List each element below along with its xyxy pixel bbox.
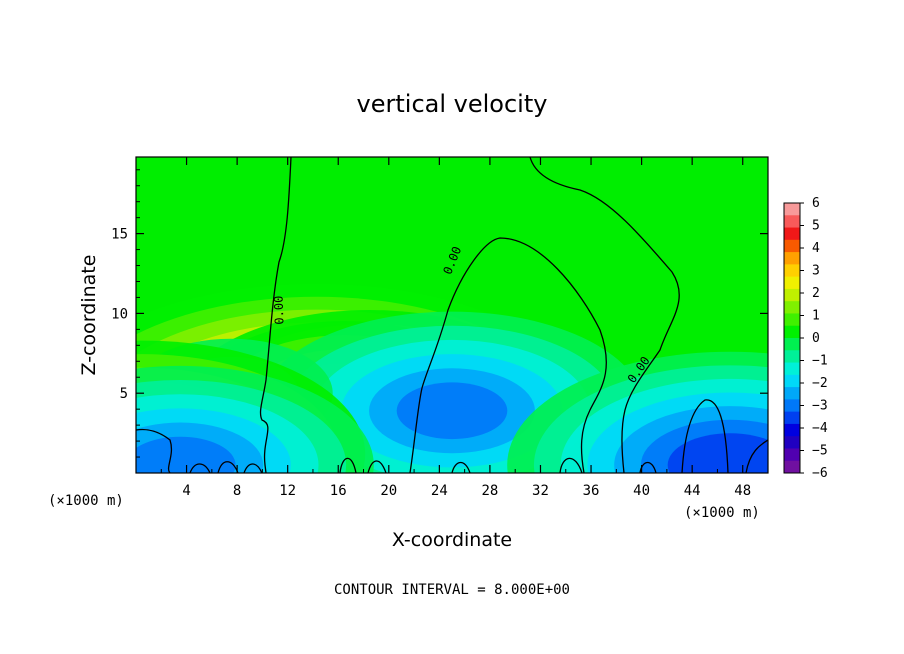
x-axis-label: X-coordinate	[392, 529, 512, 551]
x-axis: 4 8 12 16 20 24 28 32 36 40 44 48	[160, 157, 751, 499]
colorbar-swatch	[784, 203, 800, 216]
colorbar: 6 5 4 3 2 1 0 −1 −2 −3 −4 −5 −6	[783, 196, 828, 481]
colorbar-swatch	[784, 338, 800, 351]
colorbar-swatch	[784, 460, 800, 474]
x-tick-label: 20	[380, 483, 397, 499]
colorbar-tick-label: −5	[812, 444, 828, 459]
y-axis: 5 10 15	[111, 169, 768, 458]
x-tick-label: 32	[532, 483, 549, 499]
chart-title: vertical velocity	[357, 90, 548, 118]
x-tick-label: 16	[330, 483, 347, 499]
x-unit-right: (×1000 m)	[684, 505, 760, 521]
y-tick-label: 15	[111, 227, 128, 243]
colorbar-swatch	[784, 387, 800, 400]
field-feature	[507, 351, 768, 473]
colorbar-swatch	[784, 374, 800, 388]
x-tick-label: 28	[481, 483, 498, 499]
colorbar-tick-label: 3	[812, 264, 820, 279]
contour-label: 0.00	[272, 295, 287, 324]
colorbar-swatch	[784, 215, 800, 229]
field-level	[396, 382, 508, 440]
colorbar-swatch	[784, 436, 800, 449]
colorbar-tick-label: 4	[812, 241, 820, 256]
x-tick-label: 24	[431, 483, 448, 499]
colorbar-swatch	[784, 276, 800, 290]
field-level	[136, 436, 236, 473]
colorbar-swatch	[784, 288, 800, 302]
contour-line	[529, 157, 680, 473]
colorbar-tick-label: −6	[812, 466, 828, 481]
contour-line	[559, 439, 768, 473]
heatmap-field: 0.00 0.00 0.00	[136, 157, 768, 473]
colorbar-swatch	[784, 227, 800, 241]
y-tick-label: 10	[111, 306, 128, 322]
contour-line	[409, 237, 607, 473]
colorbar-swatch	[784, 350, 800, 364]
heatmap-features	[136, 283, 768, 473]
colorbar-swatch	[784, 362, 800, 376]
contour-interval: CONTOUR INTERVAL = 8.000E+00	[334, 582, 570, 598]
colorbar-swatch	[784, 264, 800, 278]
colorbar-swatch	[784, 313, 800, 327]
contour-line	[681, 399, 729, 473]
x-tick-label: 36	[583, 483, 600, 499]
contour-line	[339, 457, 471, 473]
y-tick-label: 5	[120, 386, 128, 402]
x-tick-label: 48	[734, 483, 751, 499]
colorbar-tick-label: 2	[812, 286, 820, 301]
y-axis-label: Z-coordinate	[78, 255, 100, 376]
x-tick-label: 8	[233, 483, 241, 499]
x-unit-left: (×1000 m)	[48, 493, 124, 509]
colorbar-tick-label: 5	[812, 219, 820, 234]
colorbar-swatch	[784, 423, 800, 437]
x-tick-label: 4	[182, 483, 190, 499]
colorbar-tick-label: 0	[812, 331, 820, 346]
field-feature	[136, 365, 374, 473]
colorbar-tick-label: −1	[812, 354, 828, 369]
contour-line	[259, 157, 292, 473]
colorbar-swatch	[784, 399, 800, 413]
contour-line	[189, 461, 263, 473]
plot-frame	[135, 156, 769, 474]
colorbar-swatch	[784, 301, 800, 314]
colorbar-swatch	[784, 411, 800, 425]
x-tick-label: 40	[633, 483, 650, 499]
x-tick-label: 44	[684, 483, 701, 499]
colorbar-swatch	[784, 325, 800, 339]
contour-line	[136, 428, 173, 473]
colorbar-tick-label: −2	[812, 376, 828, 391]
colorbar-tick-label: −3	[812, 399, 828, 414]
colorbar-tick-label: 6	[812, 196, 820, 211]
x-tick-label: 12	[279, 483, 296, 499]
colorbar-swatch	[784, 252, 800, 265]
zero-contours	[136, 157, 768, 473]
colorbar-tick-label: 1	[812, 309, 820, 324]
field-level	[667, 433, 768, 473]
colorbar-swatch	[784, 239, 800, 253]
colorbar-tick-label: −4	[812, 421, 828, 436]
colorbar-swatch	[784, 448, 800, 462]
